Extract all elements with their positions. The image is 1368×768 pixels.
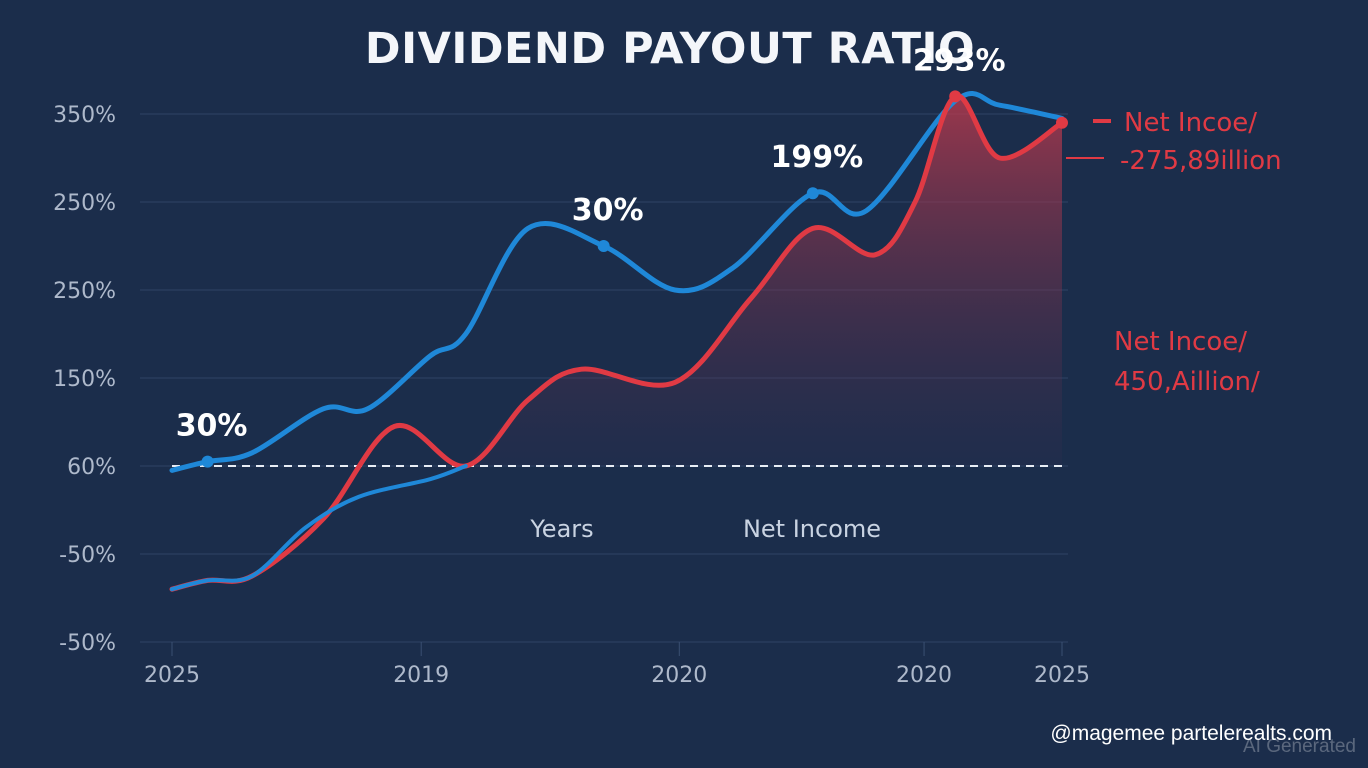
annotation-label: 199% — [770, 140, 863, 175]
y-tick-label: 60% — [67, 455, 116, 480]
y-tick-label: -50% — [59, 543, 116, 568]
watermark: @magemee partelerealts.com — [1050, 722, 1332, 745]
y-tick-label: 350% — [53, 103, 116, 128]
side-label-value: 450,Aillion/ — [1114, 367, 1260, 397]
x-tick-label: 2020 — [896, 663, 952, 688]
in-plot-label: Years — [529, 515, 593, 543]
y-tick-label: 250% — [53, 191, 116, 216]
data-point — [201, 455, 214, 468]
legend: Net Incoe/ -275,89illion Net Incoe/450,Ail… — [1066, 108, 1282, 397]
side-label-title: Net Incoe/ — [1114, 327, 1247, 357]
net-income-line — [169, 93, 1065, 592]
data-point — [597, 240, 610, 252]
annotation-label: 293% — [913, 43, 1006, 78]
annotation-label: 30% — [572, 193, 644, 228]
payout-ratio-line — [169, 90, 1065, 473]
y-axis-ticks: 350% 250% 250% 150% 60% -50% -50% — [53, 103, 116, 656]
x-tick-label: 2019 — [393, 663, 449, 688]
x-axis-ticks: 2025 2019 2020 2020 2025 — [144, 663, 1090, 688]
x-tick-label: 2025 — [144, 663, 200, 688]
x-tick-label: 2020 — [651, 663, 707, 688]
y-tick-label: -50% — [59, 631, 116, 656]
data-point — [949, 90, 962, 103]
net-income-area-fill — [465, 95, 1062, 467]
in-plot-label: Net Income — [743, 515, 881, 543]
ai-generated-tag: AI Generated — [1242, 736, 1356, 757]
trend-line — [170, 464, 468, 592]
annotation-label: 30% — [176, 409, 248, 444]
data-point — [806, 187, 819, 200]
y-tick-label: 250% — [53, 279, 116, 304]
legend-value: -275,89illion — [1120, 146, 1282, 176]
series-lines — [169, 90, 1065, 592]
annotations: 30% 30% 199% 293% Years Net Income — [176, 43, 1006, 543]
data-point — [1056, 116, 1068, 129]
net-income-area — [465, 95, 1062, 467]
chart-title: DIVIDEND PAYOUT RATIO — [364, 24, 976, 74]
data-points — [201, 90, 1068, 468]
x-tick-label: 2025 — [1034, 663, 1090, 688]
grid-layer — [140, 113, 1068, 656]
y-tick-label: 150% — [53, 367, 116, 392]
legend-label: Net Incoe/ — [1124, 108, 1257, 138]
